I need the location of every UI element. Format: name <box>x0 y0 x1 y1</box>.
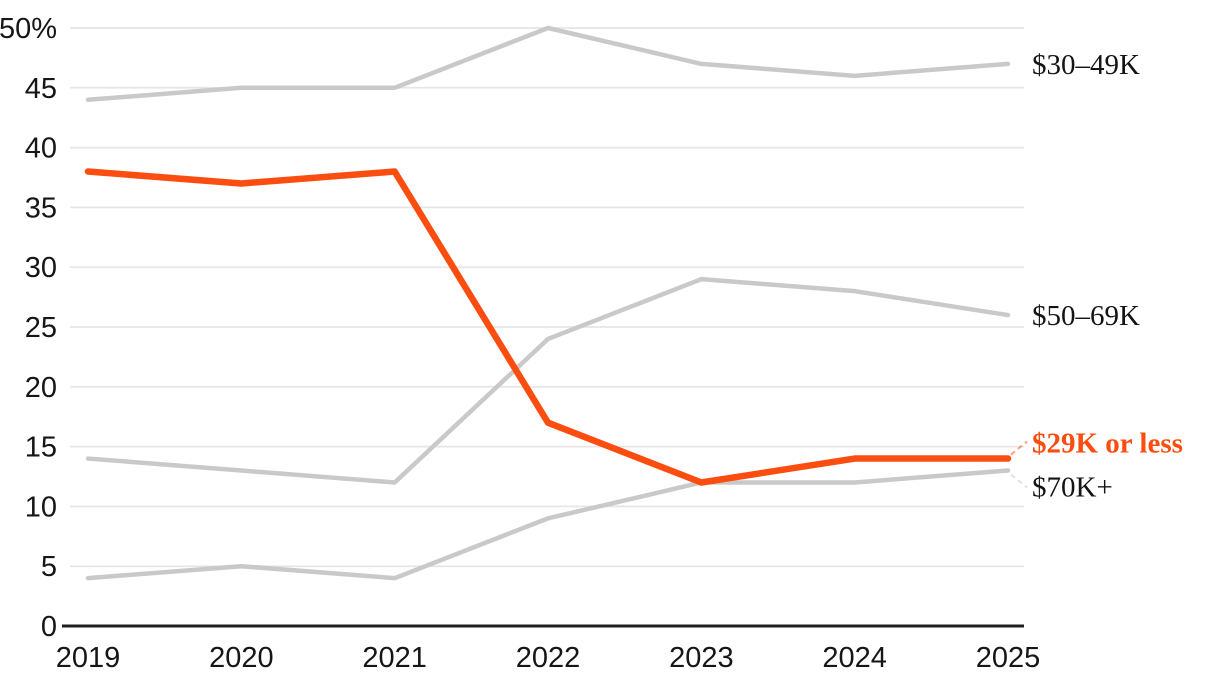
gridlines <box>70 27 1024 568</box>
y-tick-label: 0 <box>41 611 57 643</box>
y-axis-labels: 0 5 10 15 20 25 30 35 40 45 50% <box>0 13 57 643</box>
label-leader-line <box>1010 473 1028 489</box>
x-axis-labels: 2019 2020 2021 2022 2023 2024 2025 <box>56 642 1041 674</box>
y-tick-label: 10 <box>25 491 57 523</box>
series-label: $70K+ <box>1032 472 1113 504</box>
x-tick-label: 2020 <box>209 642 274 674</box>
y-tick-label: 50% <box>0 13 57 45</box>
series-labels: $30–49K $50–69K $70K+ $29K or less <box>1032 49 1183 504</box>
series-lines <box>84 25 1012 581</box>
series-label: $50–69K <box>1032 300 1140 332</box>
y-tick-label: 20 <box>25 372 57 404</box>
y-tick-label: 15 <box>25 432 57 464</box>
y-tick-label: 30 <box>25 252 57 284</box>
x-tick-label: 2023 <box>669 642 734 674</box>
y-tick-label: 40 <box>25 133 57 165</box>
series-line <box>85 276 1011 485</box>
y-tick-label: 25 <box>25 312 57 344</box>
series-line <box>84 168 1012 486</box>
x-tick-label: 2022 <box>516 642 581 674</box>
x-tick-label: 2021 <box>362 642 427 674</box>
x-tick-label: 2019 <box>56 642 121 674</box>
x-tick-label: 2025 <box>976 642 1041 674</box>
y-tick-label: 45 <box>25 73 57 105</box>
series-label: $29K or less <box>1032 428 1183 460</box>
y-tick-label: 5 <box>41 551 57 583</box>
series-label: $30–49K <box>1032 49 1140 81</box>
label-leader-lines <box>1010 440 1028 489</box>
series-line <box>85 468 1011 581</box>
series-line <box>85 25 1011 103</box>
y-tick-label: 35 <box>25 192 57 224</box>
label-leader-line <box>1010 440 1028 456</box>
x-tick-label: 2024 <box>822 642 887 674</box>
